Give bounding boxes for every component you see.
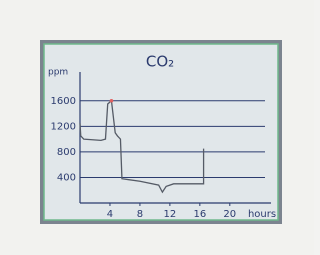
y-tick-label: 1600 xyxy=(51,96,76,107)
x-tick-label: 16 xyxy=(193,209,206,220)
x-tick-label: 8 xyxy=(137,209,143,220)
x-tick-label: 4 xyxy=(107,209,113,220)
x-axis-label: hours xyxy=(248,209,276,220)
x-tick-label: 20 xyxy=(223,209,236,220)
y-axis-label: ppm xyxy=(48,68,68,78)
chart-title: CO₂ xyxy=(146,53,174,71)
peak-marker xyxy=(110,99,114,103)
y-tick-label: 400 xyxy=(57,172,76,183)
y-tick-label: 800 xyxy=(57,147,76,158)
screenshot: CO₂ ppm 400 800 1200 1600 4 8 12 16 20 hours xyxy=(0,0,314,255)
x-tick-label: 12 xyxy=(164,209,177,220)
y-tick-label: 1200 xyxy=(51,121,76,132)
